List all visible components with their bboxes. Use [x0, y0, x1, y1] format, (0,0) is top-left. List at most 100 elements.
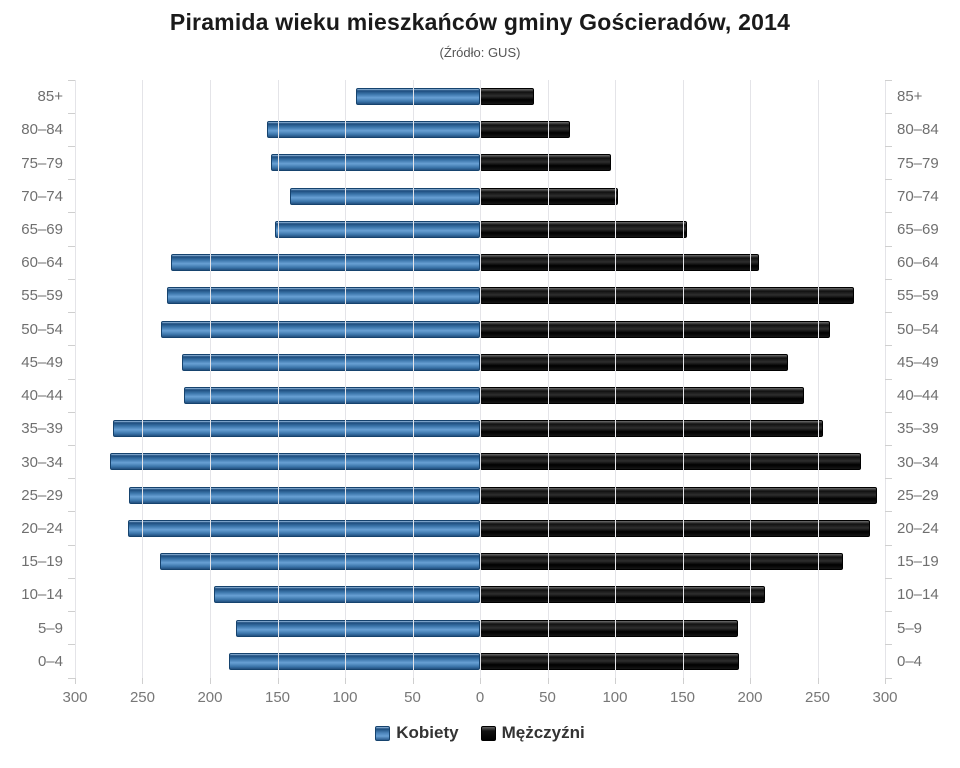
x-axis-tick-label: 100	[602, 689, 628, 706]
bar-female-5–9[interactable]	[235, 619, 480, 637]
pyramid-row	[75, 213, 885, 246]
x-axis-tick-label: 100	[332, 689, 358, 706]
bar-female-75–79[interactable]	[270, 154, 480, 172]
x-axis-tick	[277, 678, 279, 684]
age-label: 30–34	[897, 453, 939, 471]
category-axis-tick	[885, 444, 892, 446]
bar-female-55–59[interactable]	[166, 287, 480, 305]
age-label: 50–54	[897, 320, 939, 338]
age-label: 0–4	[37, 652, 63, 670]
age-label: 60–64	[897, 254, 939, 272]
pyramid-row	[75, 146, 885, 179]
bar-male-75–79[interactable]	[480, 154, 611, 172]
bar-female-60–64[interactable]	[170, 254, 480, 272]
age-label: 25–29	[897, 486, 939, 504]
legend: Kobiety Mężczyźni	[0, 723, 960, 743]
bar-female-20–24[interactable]	[127, 519, 480, 537]
x-axis-tick	[344, 678, 346, 684]
bar-female-70–74[interactable]	[289, 187, 480, 205]
bar-female-30–34[interactable]	[110, 453, 480, 471]
age-label: 60–64	[21, 254, 63, 272]
bar-female-80–84[interactable]	[266, 121, 480, 139]
bar-female-85+[interactable]	[355, 88, 480, 105]
bar-female-0–4[interactable]	[228, 652, 480, 670]
x-axis-tick-label: 200	[197, 689, 223, 706]
bar-female-10–14[interactable]	[214, 586, 480, 604]
category-axis-tick	[885, 478, 892, 480]
category-axis-tick	[68, 444, 75, 446]
category-axis-tick	[885, 511, 892, 513]
bar-male-0–4[interactable]	[480, 652, 740, 670]
pyramid-row	[75, 545, 885, 578]
age-label: 70–74	[21, 187, 63, 205]
gridline	[142, 80, 144, 678]
age-label: 50–54	[21, 320, 63, 338]
bar-male-55–59[interactable]	[480, 287, 854, 305]
gridline	[547, 80, 549, 678]
bar-male-20–24[interactable]	[480, 519, 871, 537]
bar-female-40–44[interactable]	[184, 386, 480, 404]
bar-female-45–49[interactable]	[181, 353, 480, 371]
x-axis-tick	[817, 678, 819, 684]
bar-male-70–74[interactable]	[480, 187, 618, 205]
age-label: 15–19	[897, 553, 939, 571]
x-axis-tick-label: 50	[404, 689, 421, 706]
category-axis-tick	[885, 212, 892, 214]
bar-male-80–84[interactable]	[480, 121, 571, 139]
pyramid-row	[75, 379, 885, 412]
bar-male-85+[interactable]	[480, 88, 534, 105]
gridline	[750, 80, 751, 678]
bar-male-65–69[interactable]	[480, 220, 687, 238]
category-axis-tick	[68, 212, 75, 214]
age-label: 5–9	[37, 619, 63, 637]
category-axis-tick	[68, 411, 75, 413]
legend-item-female[interactable]: Kobiety	[375, 723, 459, 743]
legend-label-male: Mężczyźni	[501, 723, 585, 742]
bar-male-35–39[interactable]	[480, 420, 823, 438]
bar-female-35–39[interactable]	[112, 420, 480, 438]
pyramid-row	[75, 445, 885, 478]
category-axis-tick	[885, 245, 892, 247]
bar-male-15–19[interactable]	[480, 553, 844, 571]
bar-male-60–64[interactable]	[480, 254, 760, 272]
age-label: 85+	[897, 88, 923, 106]
bar-female-65–69[interactable]	[274, 220, 480, 238]
bar-female-15–19[interactable]	[160, 553, 480, 571]
pyramid-row	[75, 279, 885, 312]
bar-male-30–34[interactable]	[480, 453, 861, 471]
gridline	[412, 80, 414, 678]
bar-male-5–9[interactable]	[480, 619, 738, 637]
x-axis-tick	[885, 678, 886, 684]
category-axis-tick	[885, 79, 892, 81]
bar-male-50–54[interactable]	[480, 320, 830, 338]
x-axis-tick-label: 300	[62, 689, 88, 706]
bar-male-40–44[interactable]	[480, 386, 804, 404]
age-label: 70–74	[897, 187, 939, 205]
pyramid-row	[75, 246, 885, 279]
category-axis-tick	[68, 79, 75, 81]
age-label: 40–44	[897, 387, 939, 405]
age-label: 55–59	[897, 287, 939, 305]
age-label: 35–39	[21, 420, 63, 438]
gridline	[682, 80, 684, 678]
category-axis-tick	[68, 611, 75, 613]
category-axis-tick	[68, 378, 75, 380]
bar-male-45–49[interactable]	[480, 353, 788, 371]
pyramid-row	[75, 180, 885, 213]
x-axis-tick	[682, 678, 684, 684]
category-axis-tick	[885, 677, 892, 679]
gridline	[817, 80, 819, 678]
pyramid-row	[75, 80, 885, 113]
x-axis-tick	[750, 678, 751, 684]
category-axis-tick	[68, 544, 75, 546]
chart-subtitle: (Źródło: GUS)	[439, 45, 521, 60]
bar-female-50–54[interactable]	[161, 320, 480, 338]
age-label: 45–49	[21, 353, 63, 371]
legend-item-male[interactable]: Mężczyźni	[480, 723, 585, 743]
age-label: 80–84	[21, 121, 63, 139]
x-axis-tick-label: 150	[264, 689, 291, 706]
chart-title: Piramida wieku mieszkańców gminy Gościer…	[169, 9, 791, 35]
bar-male-10–14[interactable]	[480, 586, 765, 604]
age-label: 20–24	[897, 519, 939, 537]
bar-female-25–29[interactable]	[129, 486, 480, 504]
